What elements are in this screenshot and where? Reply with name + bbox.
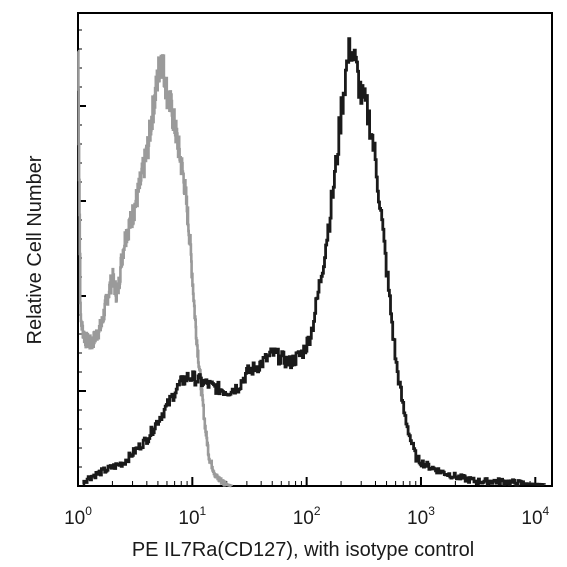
stained-sample-histogram (82, 37, 546, 487)
isotype-control-histogram (77, 49, 233, 488)
series-layer (77, 37, 546, 488)
plot-frame (77, 12, 553, 487)
x-tick-label: 104 (521, 504, 549, 529)
x-axis-title: PE IL7Ra(CD127), with isotype control (132, 539, 474, 561)
x-axis-tick-labels: 100 101 102 103 104 (64, 504, 549, 529)
y-axis-title: Relative Cell Number (24, 155, 46, 344)
x-tick-label: 100 (64, 504, 92, 529)
x-tick-label: 103 (407, 504, 435, 529)
x-tick-label: 101 (178, 504, 206, 529)
x-tick-label: 102 (293, 504, 321, 529)
